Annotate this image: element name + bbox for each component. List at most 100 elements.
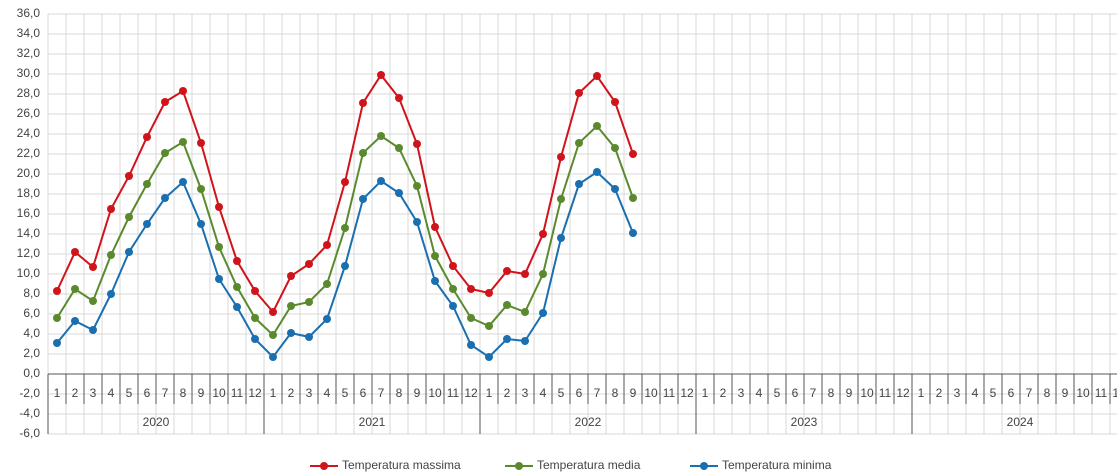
y-tick-label: 18,0 [17, 186, 41, 200]
data-point [413, 140, 421, 148]
x-tick-label: 8 [180, 386, 187, 400]
x-tick-label: 12 [1112, 386, 1117, 400]
y-tick-label: -2,0 [19, 386, 40, 400]
data-point [71, 317, 79, 325]
x-tick-label: 12 [248, 386, 262, 400]
data-point [521, 270, 529, 278]
data-point [251, 335, 259, 343]
data-point [107, 251, 115, 259]
x-tick-label: 4 [756, 386, 763, 400]
x-tick-label: 3 [522, 386, 529, 400]
y-tick-label: 34,0 [17, 26, 41, 40]
data-point [197, 185, 205, 193]
x-tick-label: 11 [231, 386, 244, 400]
data-point [287, 272, 295, 280]
y-tick-label: 8,0 [23, 286, 40, 300]
y-tick-label: 36,0 [17, 6, 41, 20]
x-tick-label: 2 [288, 386, 295, 400]
data-point [575, 139, 583, 147]
data-point [449, 302, 457, 310]
x-tick-label: 3 [306, 386, 313, 400]
data-point [125, 172, 133, 180]
x-tick-label: 12 [680, 386, 694, 400]
legend-marker [515, 462, 523, 470]
data-point [377, 71, 385, 79]
x-tick-label: 4 [324, 386, 331, 400]
data-point [611, 98, 619, 106]
data-point [89, 263, 97, 271]
x-tick-label: 1 [918, 386, 925, 400]
x-tick-label: 6 [792, 386, 799, 400]
x-tick-label: 5 [558, 386, 565, 400]
y-tick-label: 26,0 [17, 106, 41, 120]
data-point [269, 308, 277, 316]
x-tick-label: 11 [1095, 386, 1108, 400]
x-tick-label: 10 [1076, 386, 1090, 400]
y-tick-label: -6,0 [19, 426, 40, 440]
data-point [539, 230, 547, 238]
x-tick-label: 9 [198, 386, 205, 400]
data-point [629, 150, 637, 158]
data-point [71, 248, 79, 256]
x-tick-label: 4 [540, 386, 547, 400]
x-tick-label: 10 [212, 386, 226, 400]
data-point [53, 339, 61, 347]
data-point [557, 153, 565, 161]
data-point [341, 178, 349, 186]
x-tick-label: 7 [162, 386, 169, 400]
data-point [485, 322, 493, 330]
y-tick-label: 14,0 [17, 226, 41, 240]
data-point [269, 331, 277, 339]
data-point [71, 285, 79, 293]
x-tick-label: 6 [360, 386, 367, 400]
x-tick-label: 9 [846, 386, 853, 400]
data-point [323, 280, 331, 288]
data-point [611, 185, 619, 193]
y-tick-label: 4,0 [23, 326, 40, 340]
data-point [251, 314, 259, 322]
data-point [431, 277, 439, 285]
data-point [449, 285, 457, 293]
data-point [251, 287, 259, 295]
x-tick-label: 10 [860, 386, 874, 400]
data-point [179, 138, 187, 146]
x-tick-label: 6 [144, 386, 151, 400]
x-tick-label: 9 [630, 386, 637, 400]
x-tick-label: 9 [414, 386, 421, 400]
data-point [521, 308, 529, 316]
x-tick-label: 5 [342, 386, 349, 400]
x-tick-label: 3 [90, 386, 97, 400]
x-tick-label: 8 [828, 386, 835, 400]
x-tick-label: 11 [663, 386, 676, 400]
data-point [521, 337, 529, 345]
data-point [215, 243, 223, 251]
data-point [431, 223, 439, 231]
y-tick-label: 20,0 [17, 166, 41, 180]
data-point [467, 341, 475, 349]
data-point [161, 98, 169, 106]
x-tick-label: 7 [378, 386, 385, 400]
year-label: 2020 [143, 415, 170, 429]
data-point [629, 229, 637, 237]
data-point [539, 309, 547, 317]
y-tick-label: 0,0 [23, 366, 40, 380]
data-point [143, 180, 151, 188]
x-tick-label: 3 [954, 386, 961, 400]
y-tick-label: 2,0 [23, 346, 40, 360]
data-point [197, 139, 205, 147]
data-point [611, 144, 619, 152]
data-point [287, 302, 295, 310]
y-tick-label: 10,0 [17, 266, 41, 280]
y-tick-label: 22,0 [17, 146, 41, 160]
data-point [107, 290, 115, 298]
data-point [89, 297, 97, 305]
data-point [125, 248, 133, 256]
y-tick-label: -4,0 [19, 406, 40, 420]
x-tick-label: 10 [428, 386, 442, 400]
y-tick-label: 28,0 [17, 86, 41, 100]
data-point [503, 267, 511, 275]
y-tick-label: 32,0 [17, 46, 41, 60]
legend-marker [320, 462, 328, 470]
legend-label: Temperatura massima [342, 458, 461, 472]
